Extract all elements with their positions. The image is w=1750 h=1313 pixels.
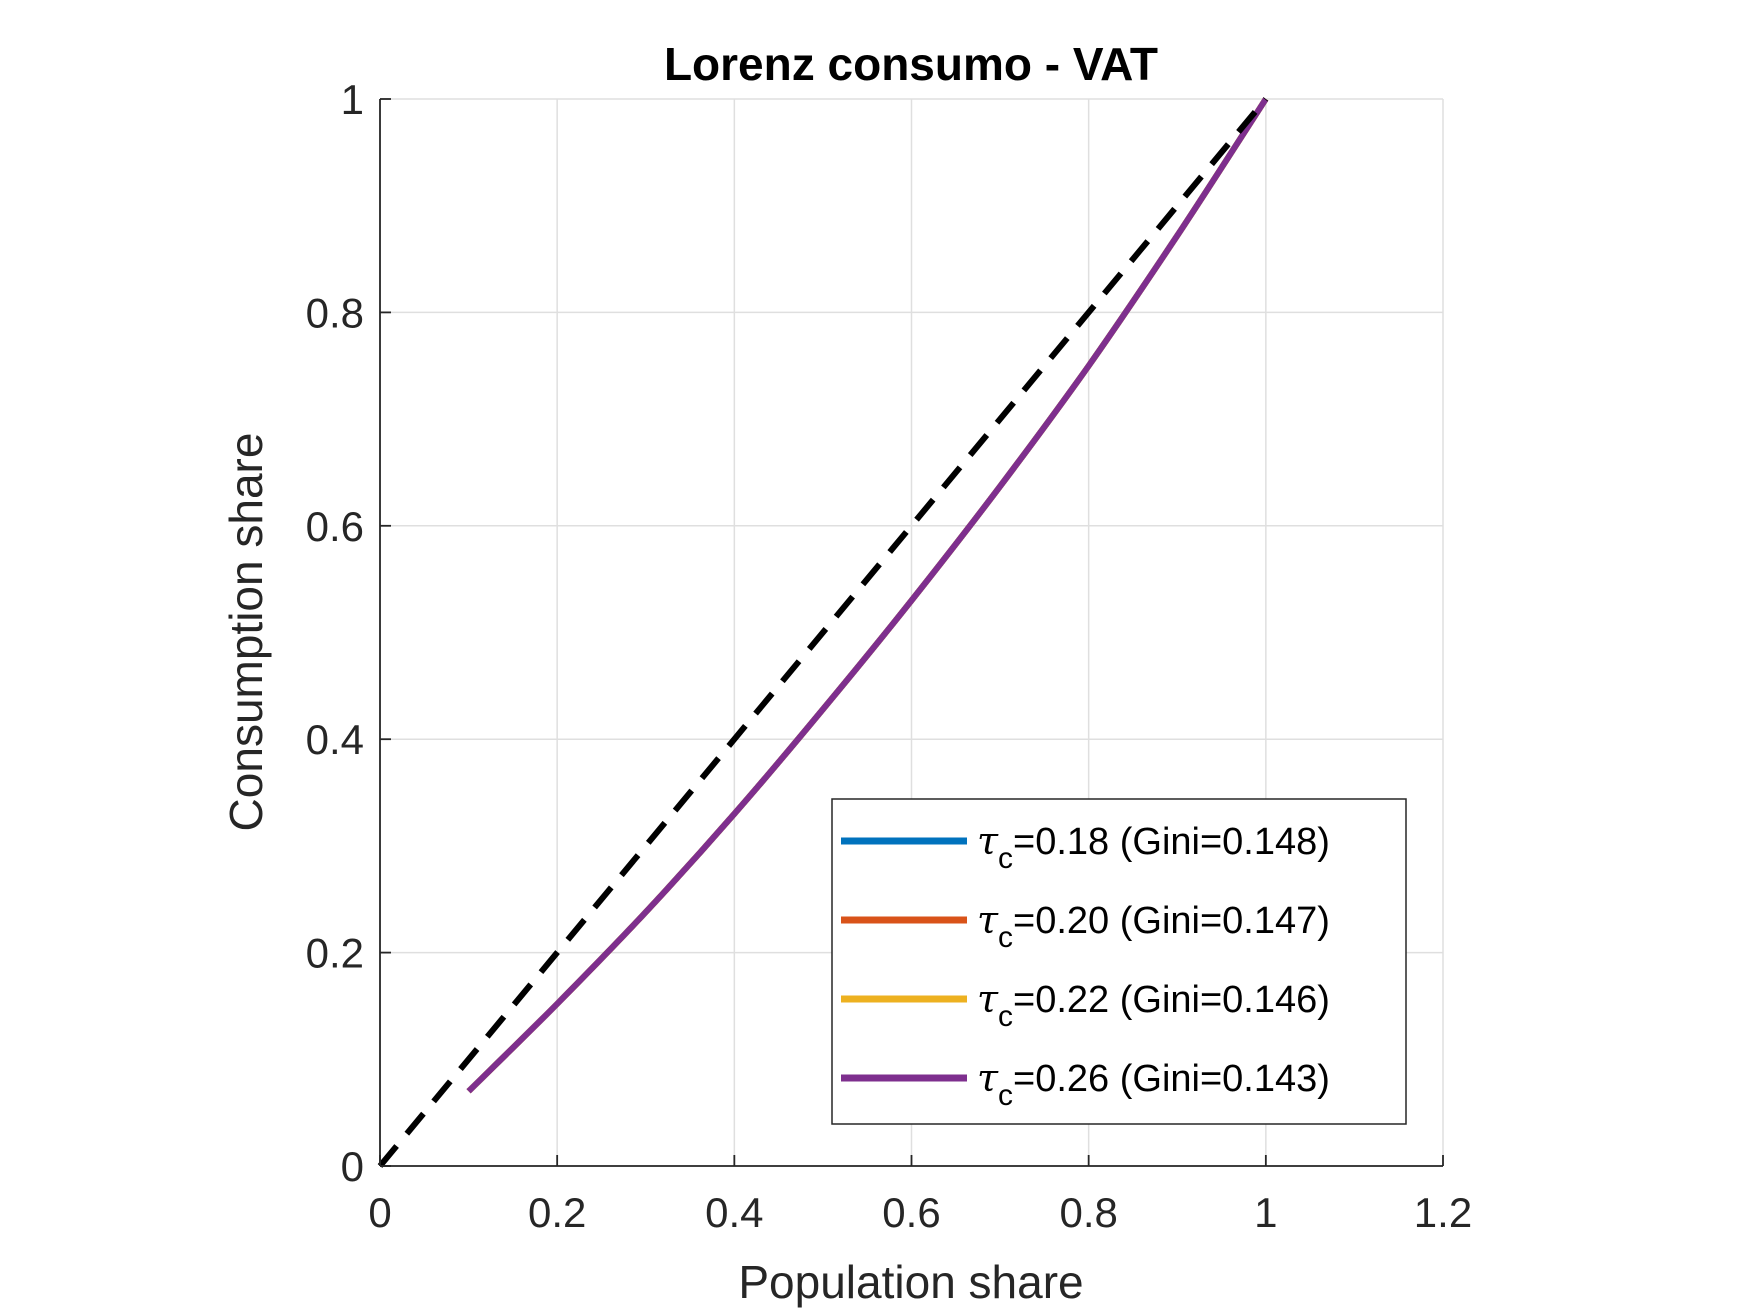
x-tick-label: 0.2 (528, 1189, 586, 1236)
x-tick-label: 1.2 (1414, 1189, 1472, 1236)
x-axis-label: Population share (738, 1256, 1083, 1308)
legend-entry-label: τc=0.20 (Gini=0.147) (977, 898, 1330, 954)
y-tick-label: 0.4 (306, 716, 364, 763)
y-tick-label: 1 (341, 76, 364, 123)
y-tick-label: 0.2 (306, 930, 364, 977)
chart-title: Lorenz consumo - VAT (664, 38, 1158, 90)
equality-line (377, 97, 1269, 1168)
x-tick-label: 0 (368, 1189, 391, 1236)
x-tick-label: 0.6 (882, 1189, 940, 1236)
y-tick-label: 0.8 (306, 289, 364, 336)
series-line-3 (466, 97, 1269, 1094)
legend-box (831, 798, 1407, 1125)
tick-labels: 0 0.2 0.4 0.6 0.8 1 1.2 0 0.2 0.4 0.6 0.8 1 (306, 76, 1473, 1236)
y-tick-label: 0.6 (306, 503, 364, 550)
series-layer (377, 97, 1269, 1168)
x-tick-label: 0.4 (705, 1189, 763, 1236)
axes (379, 98, 1444, 1167)
x-tick-label: 0.8 (1059, 1189, 1117, 1236)
x-tick-label: 1 (1254, 1189, 1277, 1236)
y-axis-label: Consumption share (220, 433, 272, 832)
legend: τc=0.18 (Gini=0.148) τc=0.20 (Gini=0.147)… (831, 798, 1407, 1125)
legend-entry-label: τc=0.18 (Gini=0.148) (977, 819, 1330, 875)
legend-entry-label: τc=0.22 (Gini=0.146) (977, 977, 1330, 1033)
legend-entry-label: τc=0.26 (Gini=0.143) (977, 1056, 1330, 1112)
y-tick-label: 0 (341, 1143, 364, 1190)
